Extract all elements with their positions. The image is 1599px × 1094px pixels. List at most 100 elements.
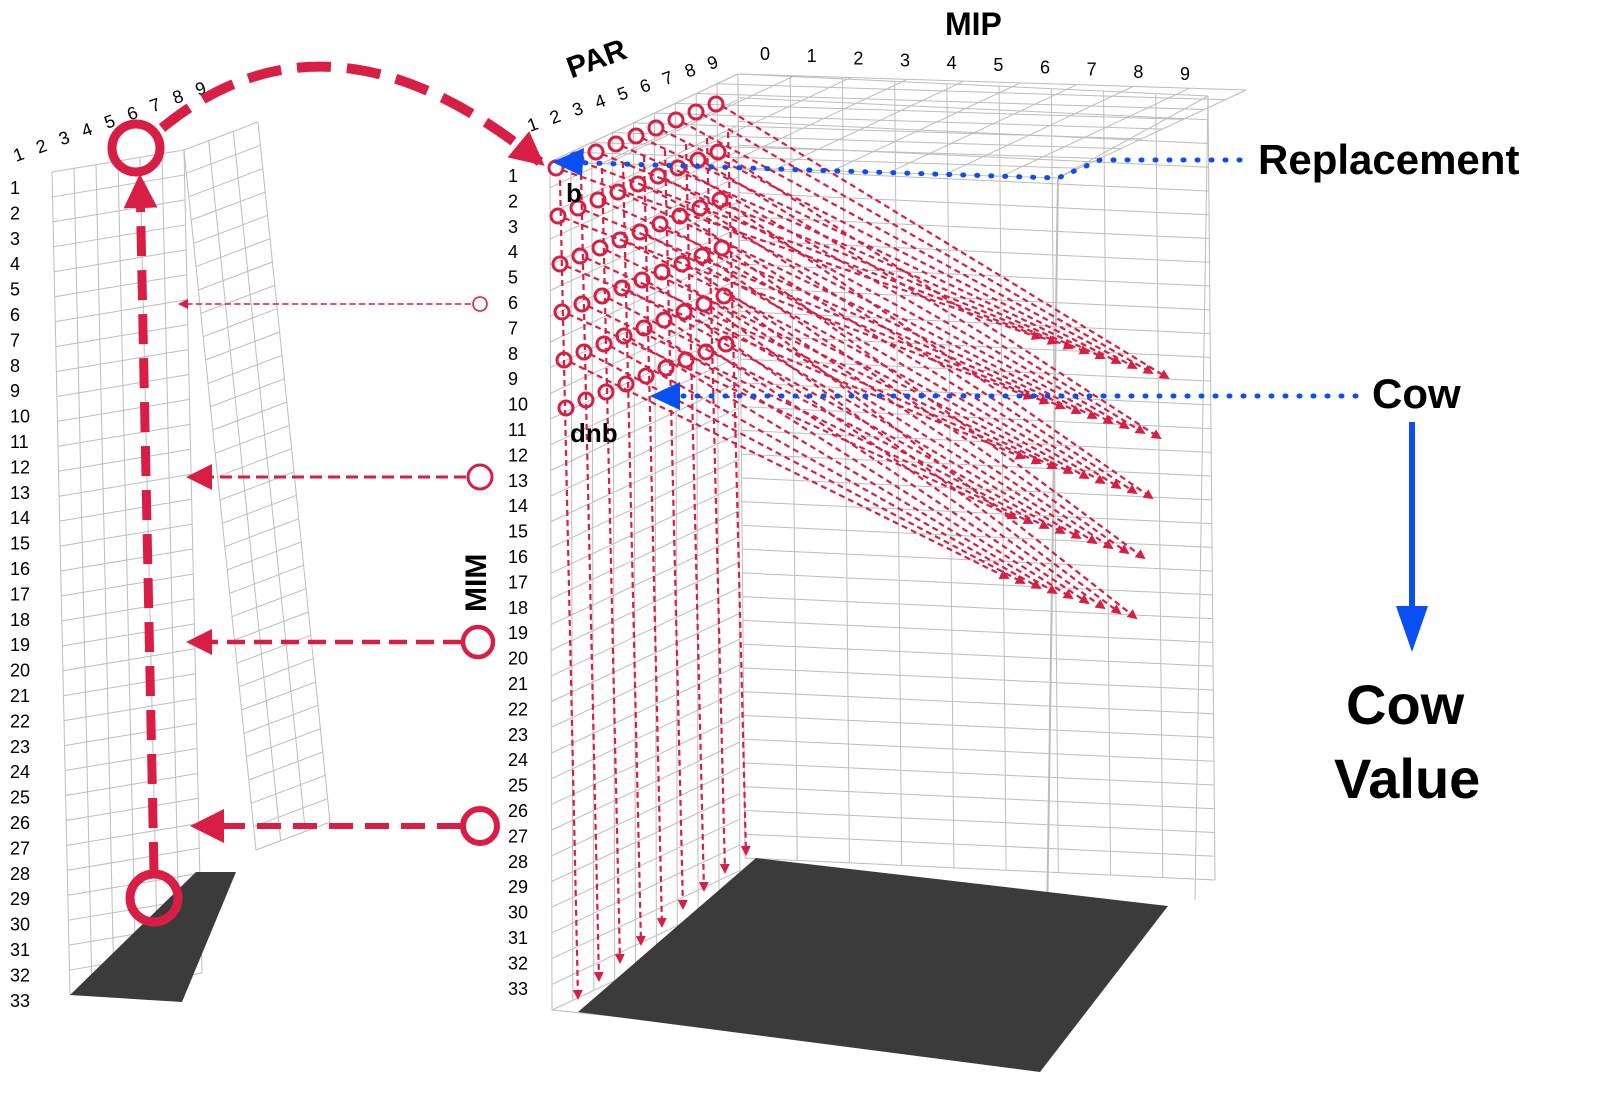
grid-line: [61, 573, 194, 597]
cube-mim-tick: 2: [508, 191, 518, 211]
grid-line: [742, 619, 1213, 643]
main-cube-grid: [549, 73, 1247, 1072]
small-mim-tick: 4: [10, 254, 20, 274]
grid-line: [1057, 89, 1247, 179]
grid-line: [67, 847, 200, 871]
small-mim-tick: 19: [10, 635, 30, 655]
red-state-circle: [573, 295, 591, 313]
grid-line: [742, 596, 1213, 620]
cube-mim-tick: 12: [508, 445, 528, 465]
cube-mim-tick: 32: [508, 953, 528, 973]
cube-mim-tick: 31: [508, 928, 528, 948]
cube-mim-tick: 25: [508, 776, 528, 796]
red-state-circle: [609, 183, 627, 201]
red-source-circle: [472, 296, 488, 312]
small-mim-tick: 26: [10, 813, 30, 833]
small-mim-tick: 27: [10, 838, 30, 858]
grid-line: [1155, 93, 1164, 878]
red-state-circle: [597, 383, 615, 401]
grid-line: [253, 798, 328, 828]
red-state-circle: [707, 95, 725, 113]
grid-line: [742, 524, 1213, 548]
red-state-circle: [637, 367, 655, 385]
grid-line: [550, 510, 740, 600]
cube-mim-tick: 14: [508, 496, 528, 516]
cube-par-tick: 8: [682, 59, 698, 81]
red-state-circle: [709, 143, 727, 161]
red-state-circle: [551, 255, 569, 273]
cube-mim-tick: 3: [508, 217, 518, 237]
small-par-tick: 4: [79, 119, 95, 141]
grid-line: [62, 648, 195, 672]
small-mim-tick: 13: [10, 483, 30, 503]
red-state-circle: [569, 199, 587, 217]
small-mim-tick: 32: [10, 965, 30, 985]
grid-line: [743, 667, 1214, 691]
red-transition-arrow: [705, 209, 1138, 495]
cube-mim-tick: 23: [508, 725, 528, 745]
cube-mip-tick: 2: [853, 48, 863, 68]
small-mim-tick: 1: [10, 178, 20, 198]
red-state-circle: [613, 279, 631, 297]
grid-line: [695, 93, 699, 942]
grid-line: [241, 681, 316, 711]
small-mim-tick: 5: [10, 280, 20, 300]
red-transition-arrow: [665, 225, 1106, 485]
small-mim-tick: 15: [10, 534, 30, 554]
red-transition-arrow: [689, 313, 1106, 610]
red-transition-arrow: [669, 321, 1090, 605]
red-transition-arrow: [569, 361, 1010, 579]
grid-line: [550, 561, 740, 651]
grid-line: [551, 613, 740, 703]
grid-line: [743, 643, 1214, 667]
red-source-circle: [460, 624, 496, 660]
small-mim-tick: 23: [10, 737, 30, 757]
cow-value-label-line2: Value: [1334, 747, 1481, 810]
grid-line: [55, 299, 188, 323]
red-state-circle: [627, 127, 645, 145]
grid-line: [73, 168, 93, 992]
red-drop-arrow: [579, 173, 604, 982]
grid-line: [550, 330, 739, 420]
grid-line: [741, 429, 1212, 453]
grid-line: [1207, 95, 1216, 881]
red-transition-arrow: [645, 233, 1090, 479]
grid-line: [674, 103, 678, 952]
cube-mim-tick: 1: [508, 166, 518, 186]
red-transition-arrow: [567, 312, 1018, 520]
grid-line: [741, 453, 1212, 477]
grid-line: [193, 214, 268, 244]
cube-mip-tick: 6: [1040, 57, 1050, 77]
grid-line: [551, 741, 740, 831]
red-transition-arrow: [681, 121, 1138, 369]
small-mim-tick: 22: [10, 711, 30, 731]
grid-line: [696, 93, 1205, 111]
small-mim-tick: 12: [10, 457, 30, 477]
small-par-tick: 8: [170, 86, 186, 108]
red-state-circle: [591, 239, 609, 257]
cube-par-tick: 2: [547, 106, 563, 128]
grid-line: [60, 548, 193, 572]
grid-line: [56, 349, 189, 373]
cube-top-edge: [1057, 95, 1209, 179]
grid-line: [195, 238, 271, 268]
blue-down-arrowhead: [1396, 606, 1428, 652]
red-state-circle: [589, 191, 607, 209]
small-column-grid: [51, 121, 331, 1002]
grid-line: [744, 786, 1215, 810]
grid-line: [191, 191, 266, 221]
grid-line: [53, 224, 186, 248]
red-source-circle: [466, 463, 494, 491]
grid-line: [741, 477, 1212, 501]
cube-mip-tick: 8: [1133, 62, 1143, 82]
small-mim-tick: 17: [10, 584, 30, 604]
red-drop-arrow: [642, 155, 667, 928]
red-drop-arrow: [621, 161, 646, 946]
red-state-circle: [571, 247, 589, 265]
red-state-circle: [711, 191, 729, 209]
grid-line: [606, 75, 795, 165]
grid-line: [591, 141, 1100, 159]
grid-line: [229, 564, 304, 594]
grid-line: [739, 287, 1210, 311]
